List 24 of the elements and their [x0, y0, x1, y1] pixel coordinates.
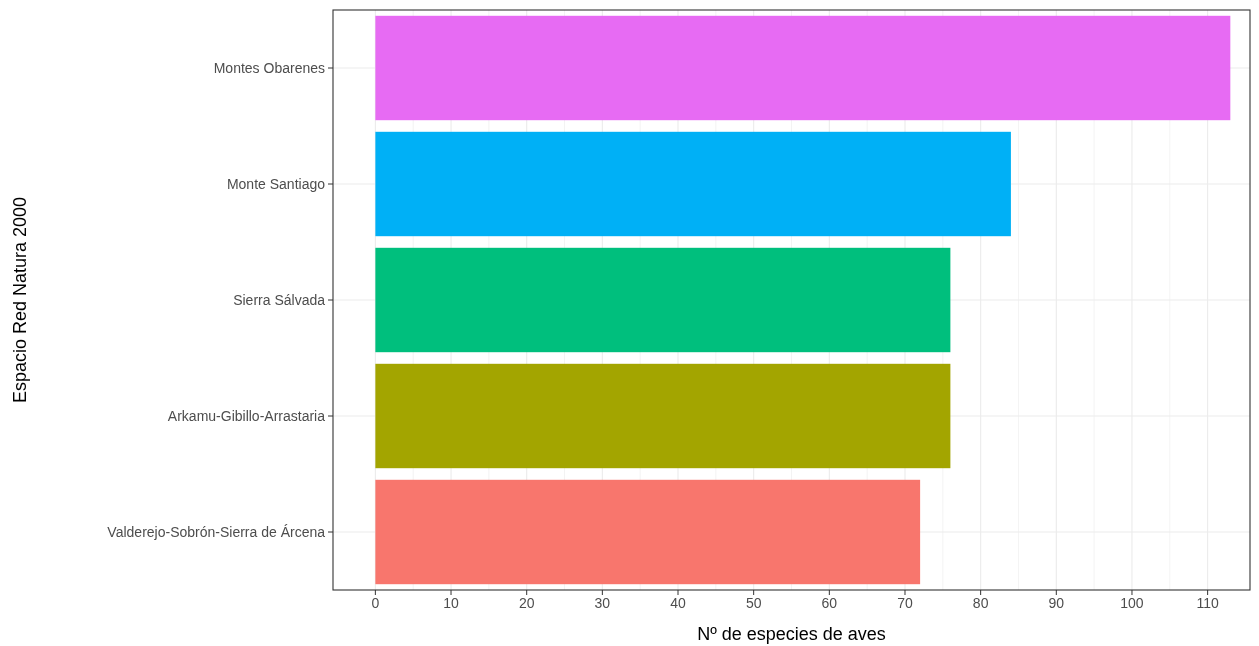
bar — [375, 15, 1231, 121]
bar — [375, 247, 951, 353]
x-tick-label: 60 — [821, 595, 838, 611]
x-tick-label: 20 — [518, 595, 535, 611]
x-tick-label: 40 — [670, 595, 687, 611]
y-tick-label: Sierra Sálvada — [233, 291, 326, 308]
x-tick-label: 90 — [1048, 595, 1065, 611]
bar — [375, 131, 1011, 237]
x-tick-label: 30 — [594, 595, 611, 611]
y-tick-label: Monte Santiago — [226, 175, 326, 192]
x-axis-title: Nº de especies de aves — [697, 624, 886, 644]
x-tick-label: 0 — [371, 595, 380, 611]
x-tick-label: 50 — [745, 595, 762, 611]
y-tick-label: Arkamu-Gibillo-Arrastaria — [167, 407, 326, 424]
x-tick-label: 80 — [972, 595, 989, 611]
bar — [375, 363, 951, 469]
y-tick-label: Valderejo-Sobrón-Sierra de Árcena — [107, 523, 326, 540]
x-tick-label: 100 — [1120, 595, 1144, 611]
bar — [375, 479, 921, 585]
y-axis-title: Espacio Red Natura 2000 — [10, 196, 30, 404]
x-tick-label: 110 — [1196, 595, 1219, 611]
x-tick-label: 70 — [897, 595, 913, 611]
y-tick-label: Montes Obarenes — [213, 59, 325, 76]
x-tick-label: 10 — [443, 595, 460, 611]
